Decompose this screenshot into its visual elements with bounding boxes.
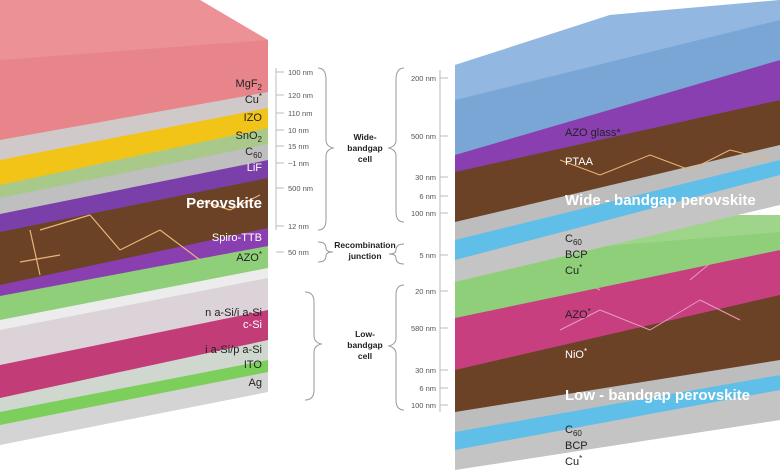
thk-mgf2: 100 nm (288, 68, 313, 77)
left-thickness-scale: 100 nm 120 nm 110 nm 10 nm 15 nm ~1 nm 5… (275, 67, 335, 401)
r-label-c60-bottom: C60 (565, 424, 582, 438)
r-label-azo: AZO* (565, 307, 591, 321)
thk-cu: 120 nm (288, 91, 313, 100)
r-label-c60-top: C60 (565, 233, 582, 247)
r-label-bcp-bottom: BCP (565, 440, 588, 452)
label-cu: Cu* (245, 92, 262, 106)
thk-c60: 15 nm (288, 142, 309, 151)
thk-cu-top: 100 nm (411, 209, 436, 218)
label-low-1: Low- (355, 329, 375, 339)
thk-spiro: 12 nm (288, 222, 309, 231)
label-ito: ITO (244, 359, 263, 371)
label-recomb-2: junction (347, 251, 381, 261)
label-izo: IZO (244, 112, 263, 124)
thk-bcp-bottom: 6 nm (419, 384, 436, 393)
thk-c60-top: 30 nm (415, 173, 436, 182)
label-low-3: cell (358, 351, 372, 361)
label-ia-si-pa-si: i a-Si/p a-Si (205, 344, 262, 356)
label-c60: C60 (245, 146, 262, 160)
r-label-cu-top: Cu* (565, 263, 582, 277)
thk-azo: 50 nm (288, 248, 309, 257)
r-layer-wide-perovskite (455, 100, 780, 222)
thk-nio: 20 nm (415, 287, 436, 296)
label-azo: AZO* (236, 250, 262, 264)
thk-low-perovskite: 580 nm (411, 324, 436, 333)
r-layer-cu-top (455, 175, 780, 282)
r-label-low-perovskite: Low - bandgap perovskite (565, 387, 750, 404)
right-stack: AZO glass* PTAA Wide - bandgap perovskit… (455, 0, 780, 470)
thk-sno2: 10 nm (288, 126, 309, 135)
label-perovskite: Perovskite (186, 195, 262, 212)
r-label-bcp-top: BCP (565, 249, 588, 261)
perovskite-grain-lines (19, 194, 261, 276)
thk-bcp-top: 6 nm (419, 192, 436, 201)
thk-cu-bottom: 100 nm (411, 401, 436, 410)
wide-perovskite-grain-lines (559, 149, 771, 176)
thk-izo: 110 nm (288, 109, 312, 118)
thk-wide-perovskite: 500 nm (411, 132, 436, 141)
label-wide-2: bandgap (347, 143, 382, 153)
thk-perovskite: 500 nm (288, 184, 313, 193)
layer-mgf2-top (0, 0, 268, 60)
thk-recomb: 5 nm (419, 251, 436, 260)
r-label-wide-perovskite: Wide - bandgap perovskite (565, 192, 756, 209)
label-low-2: bandgap (347, 340, 382, 350)
left-stack: MgF2 Cu* IZO SnO2 C60 LiF Perovskite Spi… (0, 0, 268, 445)
r-layer-azo-glass-top (455, 0, 780, 100)
label-wide-1: Wide- (353, 132, 376, 142)
label-na-si-ia-si: n a-Si/i a-Si (205, 307, 262, 319)
thk-c60-bottom: 30 nm (415, 366, 436, 375)
r-layer-bcp-top (455, 160, 780, 260)
r-layer-c60-top (455, 145, 780, 240)
middle-group-labels: Wide- bandgap cell Recombination junctio… (334, 132, 395, 361)
label-spiro-ttb: Spiro-TTB (212, 232, 262, 244)
r-label-azo-glass: AZO glass* (565, 127, 621, 139)
r-layer-ptaa (455, 60, 780, 172)
label-lif: LiF (247, 162, 263, 174)
label-mgf2: MgF2 (236, 78, 263, 92)
thk-azo-glass: 200 nm (411, 74, 436, 83)
label-ag: Ag (249, 377, 262, 389)
thk-lif: ~1 nm (288, 159, 309, 168)
r-label-nio: NiO* (565, 347, 587, 361)
label-wide-3: cell (358, 154, 372, 164)
nio-grain-lines (559, 254, 741, 331)
label-recomb-1: Recombination (334, 240, 395, 250)
r-label-cu-bottom: Cu* (565, 454, 582, 468)
label-sno2: SnO2 (236, 130, 263, 144)
label-c-si: c-Si (243, 319, 262, 331)
r-label-ptaa: PTAA (565, 156, 594, 168)
right-thickness-scale: 200 nm 500 nm 30 nm 6 nm 100 nm 5 nm 20 … (387, 67, 448, 412)
